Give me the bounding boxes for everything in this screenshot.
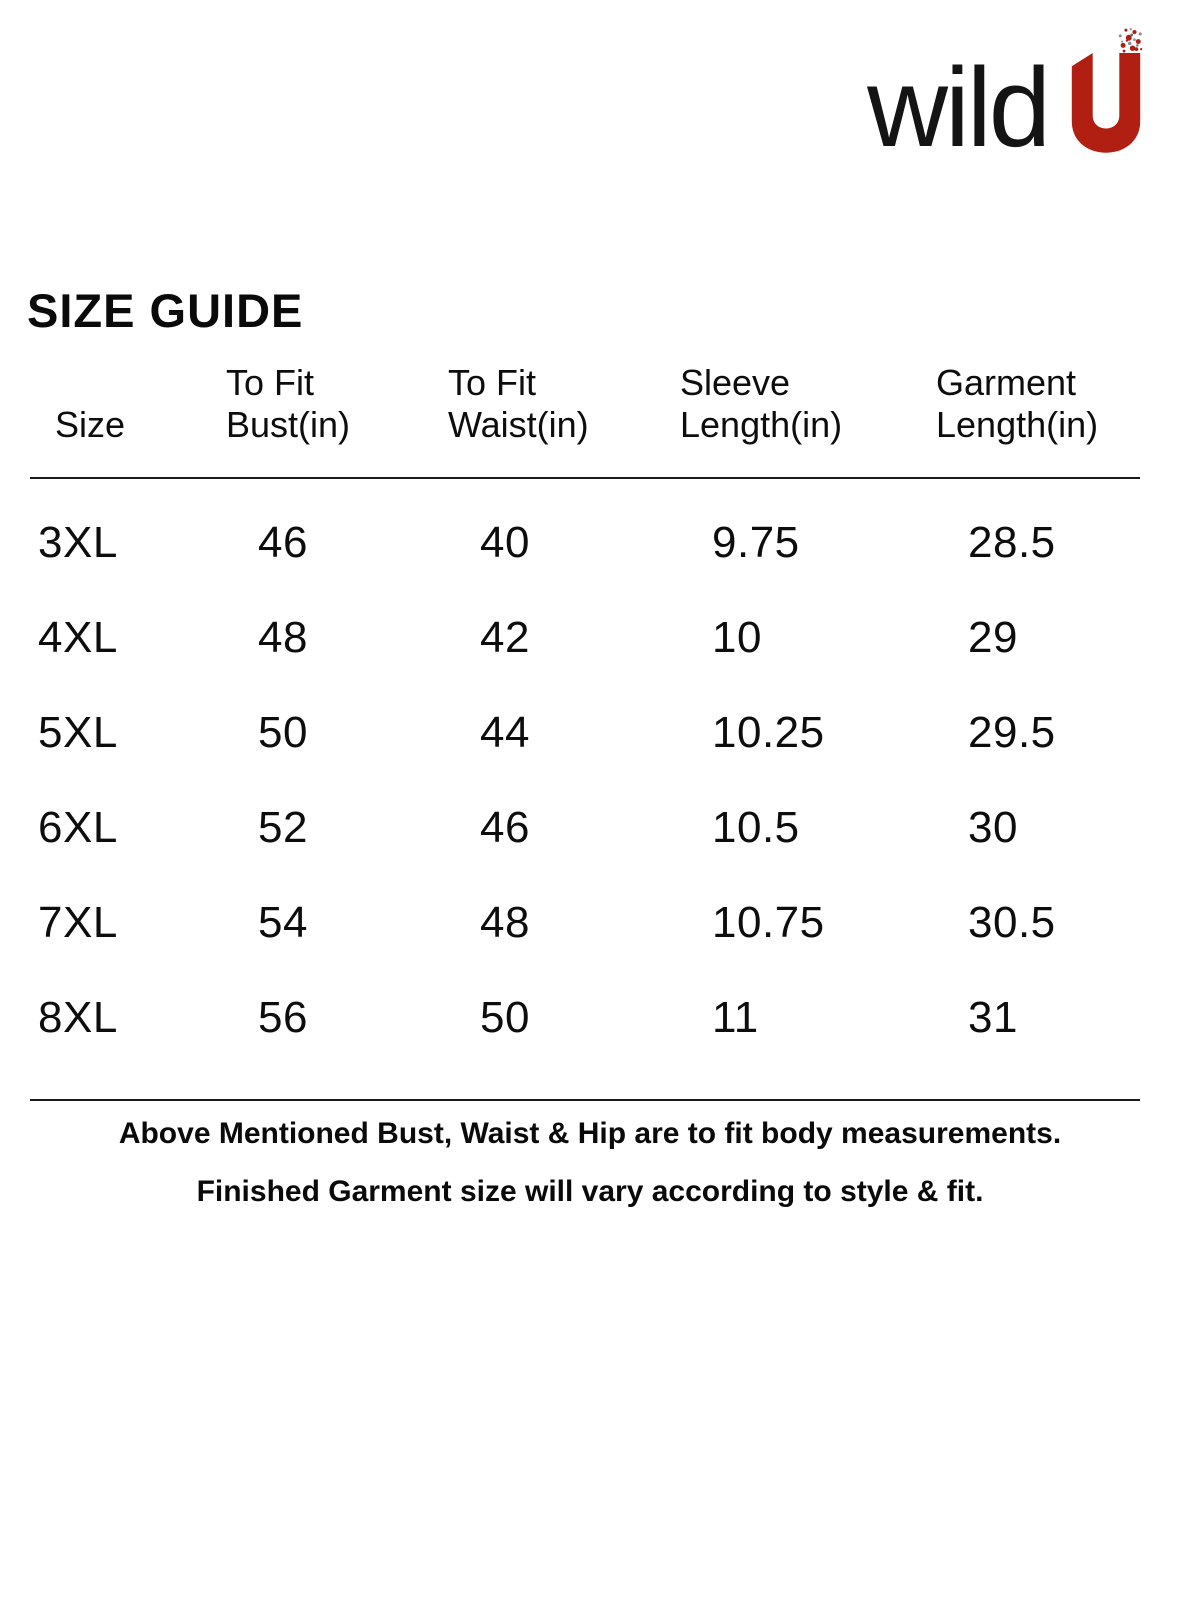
header-line: Bust(in) <box>226 403 351 445</box>
garment-cell: 28.5 <box>968 517 1056 567</box>
table-row: 5XL 50 44 10.25 29.5 <box>38 685 1142 780</box>
garment-cell: 29.5 <box>968 707 1056 757</box>
column-header-bust: To Fit Bust(in) <box>226 362 448 446</box>
header-line: Sleeve <box>680 361 791 403</box>
footer-note-line1: Above Mentioned Bust, Waist & Hip are to… <box>118 1117 1062 1150</box>
waist-cell: 50 <box>480 992 530 1042</box>
waist-cell: 42 <box>480 612 530 662</box>
size-cell: 4XL <box>38 612 118 662</box>
header-line: To Fit <box>226 361 315 403</box>
column-header-size: Size <box>38 404 226 446</box>
header-line: To Fit <box>448 361 537 403</box>
size-cell: 6XL <box>38 802 118 852</box>
header-line: Length(in) <box>680 403 843 445</box>
page-title: SIZE GUIDE <box>27 284 304 337</box>
header-line: Length(in) <box>936 403 1099 445</box>
sleeve-cell: 10.25 <box>712 707 825 757</box>
logo-u-icon <box>1071 28 1143 153</box>
footer-note-line2: Finished Garment size will vary accordin… <box>196 1175 984 1208</box>
bust-cell: 50 <box>258 707 308 757</box>
size-cell: 5XL <box>38 707 118 757</box>
waist-cell: 40 <box>480 517 530 567</box>
logo-wordmark: wild <box>867 44 1051 170</box>
table-row: 8XL 56 50 11 31 <box>38 970 1142 1065</box>
header-line: Garment <box>936 361 1077 403</box>
garment-cell: 29 <box>968 612 1018 662</box>
column-header-sleeve: Sleeve Length(in) <box>680 362 936 446</box>
sleeve-cell: 10.5 <box>712 802 800 852</box>
column-header-garment: Garment Length(in) <box>936 362 1142 446</box>
bust-cell: 56 <box>258 992 308 1042</box>
table-row: 4XL 48 42 10 29 <box>38 590 1142 685</box>
table-body: 3XL 46 40 9.75 28.5 4XL 48 42 10 29 5XL … <box>38 495 1142 1065</box>
bust-cell: 52 <box>258 802 308 852</box>
size-cell: 7XL <box>38 897 118 947</box>
sleeve-cell: 11 <box>712 992 759 1042</box>
header-line: Waist(in) <box>448 403 589 445</box>
column-header-waist: To Fit Waist(in) <box>448 362 680 446</box>
table-row: 6XL 52 46 10.5 30 <box>38 780 1142 875</box>
garment-cell: 30 <box>968 802 1018 852</box>
sleeve-cell: 9.75 <box>712 517 800 567</box>
garment-cell: 31 <box>968 992 1018 1042</box>
table-row: 7XL 54 48 10.75 30.5 <box>38 875 1142 970</box>
brand-logo: wild <box>867 28 1144 170</box>
garment-cell: 30.5 <box>968 897 1056 947</box>
header-line: Size <box>55 403 126 445</box>
bust-cell: 54 <box>258 897 308 947</box>
size-cell: 3XL <box>38 517 118 567</box>
header-divider-rule <box>30 477 1140 479</box>
footer-divider-rule <box>30 1099 1140 1101</box>
table-header-row: Size To Fit Bust(in) To Fit Waist(in) Sl… <box>38 358 1142 446</box>
size-guide-table: Size To Fit Bust(in) To Fit Waist(in) Sl… <box>30 358 1142 1209</box>
table-row: 3XL 46 40 9.75 28.5 <box>38 495 1142 590</box>
waist-cell: 44 <box>480 707 530 757</box>
sleeve-cell: 10.75 <box>712 897 825 947</box>
waist-cell: 46 <box>480 802 530 852</box>
size-cell: 8XL <box>38 992 118 1042</box>
bust-cell: 46 <box>258 517 308 567</box>
waist-cell: 48 <box>480 897 530 947</box>
bust-cell: 48 <box>258 612 308 662</box>
sleeve-cell: 10 <box>712 612 762 662</box>
